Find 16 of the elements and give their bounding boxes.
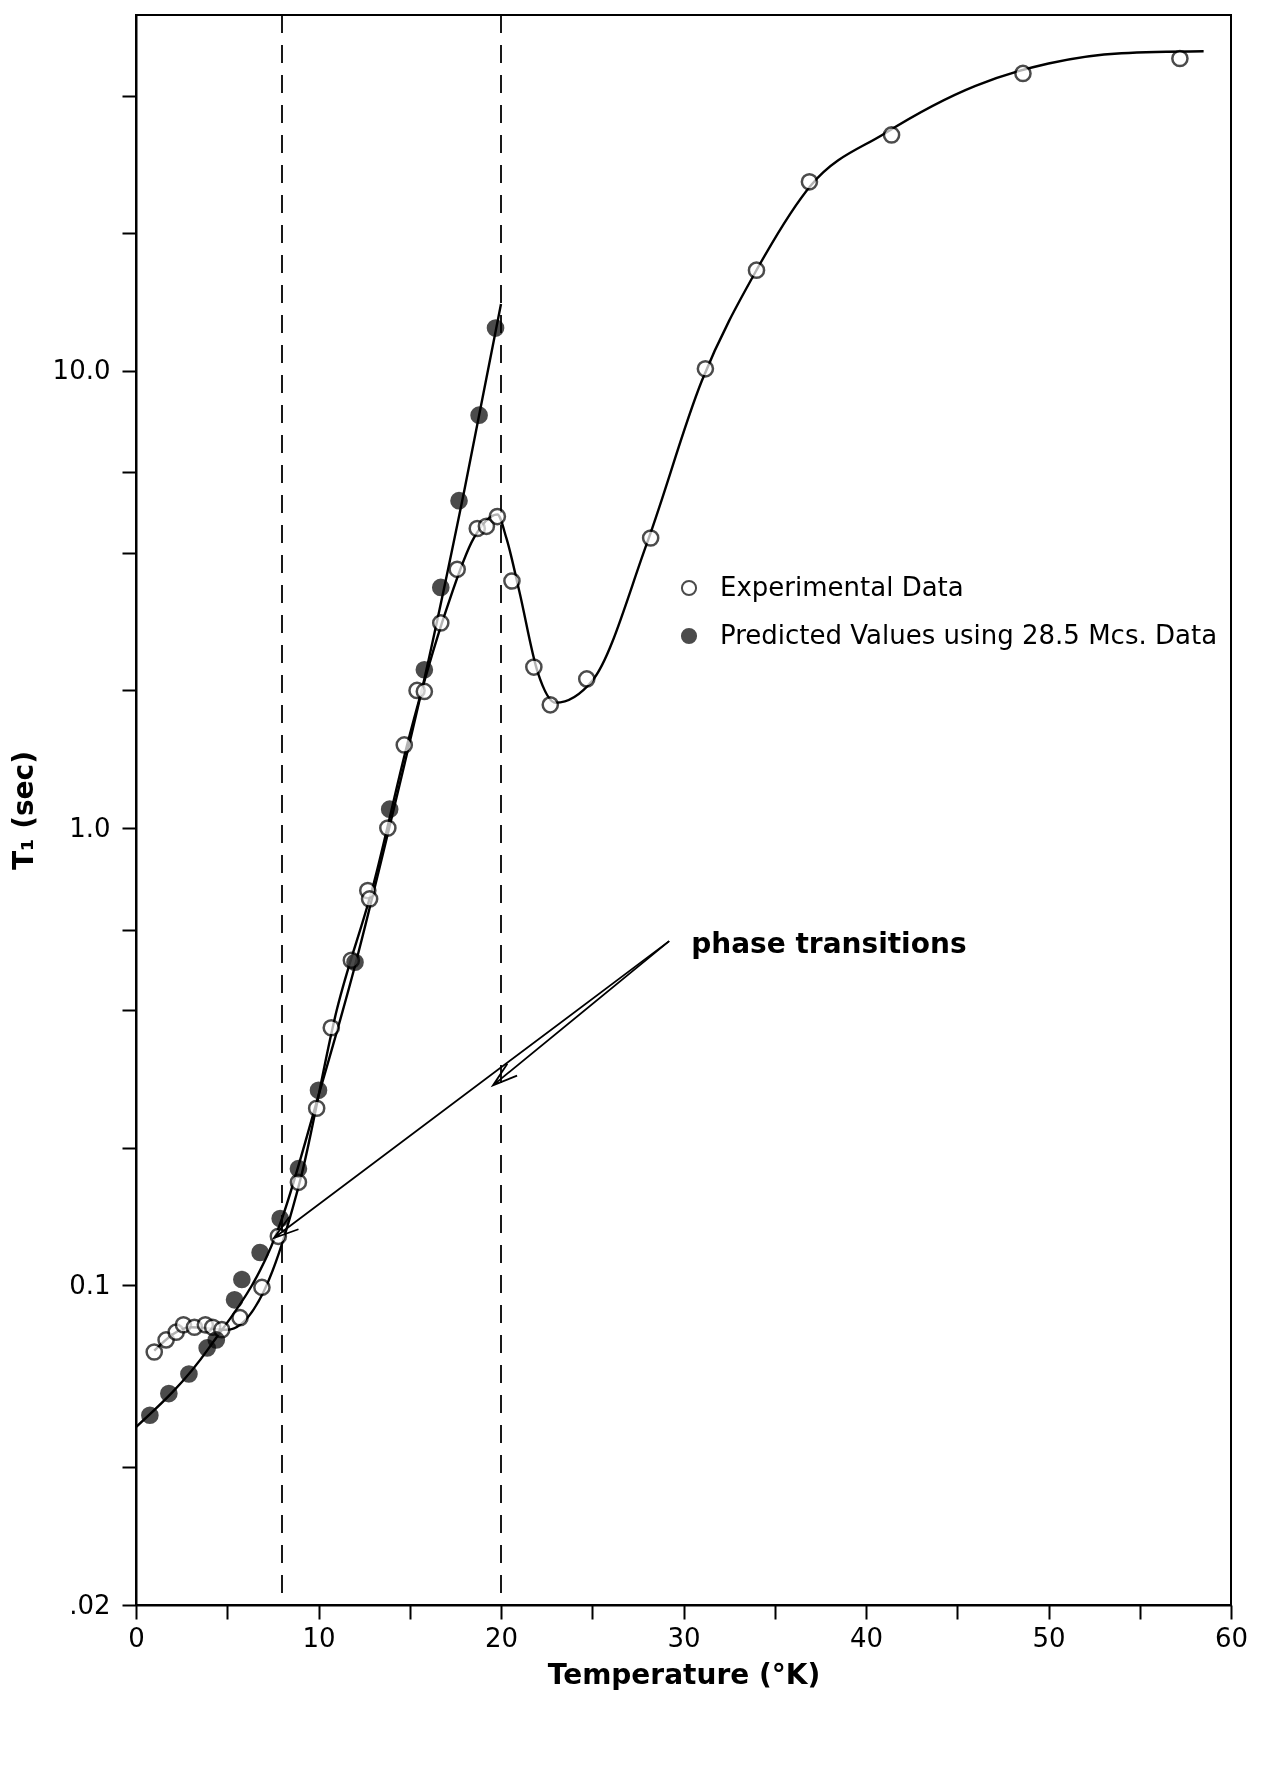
annotation: phase transitions bbox=[691, 927, 967, 961]
x-tick-label: 30 bbox=[667, 1622, 701, 1653]
y-tick-label: 0.1 bbox=[69, 1269, 111, 1300]
x-tick-label: 50 bbox=[1032, 1622, 1066, 1653]
x-tick-label: 60 bbox=[1214, 1622, 1249, 1653]
x-tick-label: 40 bbox=[849, 1622, 884, 1653]
y-axis-title: T₁ (sec) bbox=[6, 751, 40, 870]
y-tick-label: .02 bbox=[69, 1589, 111, 1620]
x-axis-title: Temperature (°K) bbox=[547, 1657, 821, 1691]
legend-label: Experimental Data bbox=[720, 572, 964, 602]
legend-label: Predicted Values using 28.5 Mcs. Data bbox=[720, 620, 1218, 650]
x-tick-label: 10 bbox=[302, 1622, 336, 1653]
x-tick-label: 20 bbox=[484, 1622, 519, 1653]
x-tick-label: 0 bbox=[128, 1622, 145, 1653]
y-tick-label: 1.0 bbox=[69, 812, 111, 843]
y-tick-label: 10.0 bbox=[52, 355, 111, 386]
